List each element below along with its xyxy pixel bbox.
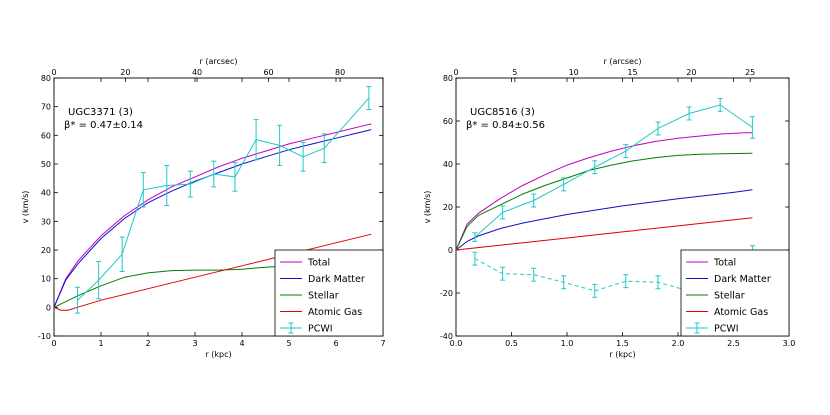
y-tick-label: 0 [448, 246, 453, 255]
y-tick-label: 50 [41, 160, 51, 169]
y-tick-label: 20 [443, 203, 453, 212]
top-tick-label: 60 [263, 68, 273, 77]
x-tick-label: 5 [286, 339, 291, 348]
legend-box [680, 249, 790, 337]
series-line-total [455, 132, 753, 251]
x-tick-label: 3 [192, 339, 197, 348]
x-tick-label: 1.5 [616, 339, 629, 348]
legend-label-pcwi: PCWI [308, 324, 333, 335]
legend-label-stellar: Stellar [308, 291, 339, 302]
legend: Total Dark Matter Stellar Atomic Gas PCWI [274, 249, 384, 337]
top-axis-label: r (arcsec) [200, 57, 238, 66]
y-tick-label: -20 [440, 289, 453, 298]
x-tick-label: 2.5 [727, 339, 740, 348]
x-tick-label: 0.0 [450, 339, 463, 348]
y-tick-label: 20 [41, 246, 51, 255]
x-tick-label: 0 [51, 339, 56, 348]
top-tick-label: 25 [745, 68, 755, 77]
legend-label-stellar: Stellar [714, 291, 745, 302]
x-tick-label: 0.5 [505, 339, 518, 348]
x-tick-label: 1 [98, 339, 103, 348]
legend: Total Dark Matter Stellar Atomic Gas PCWI [680, 249, 790, 337]
y-tick-label: 80 [443, 74, 453, 83]
legend-label-dark-matter: Dark Matter [714, 274, 771, 285]
x-tick-label: 2 [145, 339, 150, 348]
galaxy-label: UGC3371 (3) [68, 107, 133, 118]
y-tick-label: 30 [41, 217, 51, 226]
y-tick-label: 60 [443, 117, 453, 126]
y-tick-label: 40 [443, 160, 453, 169]
beta-label: β* = 0.84±0.56 [466, 120, 545, 131]
y-tick-label: -10 [38, 332, 51, 341]
x-tick-label: 7 [380, 339, 385, 348]
y-tick-label: 80 [41, 74, 51, 83]
top-tick-label: 20 [686, 68, 696, 77]
y-tick-label: 40 [41, 189, 51, 198]
legend-label-total: Total [307, 258, 330, 269]
series-line-atomic-gas [455, 217, 753, 251]
y-tick-label: 70 [41, 103, 51, 112]
top-tick-label: 40 [192, 68, 202, 77]
top-tick-label: 10 [569, 68, 579, 77]
y-tick-label: 60 [41, 131, 51, 140]
galaxy-label: UGC8516 (3) [470, 107, 535, 118]
pcwi-line [474, 104, 753, 238]
top-tick-label: 5 [512, 68, 517, 77]
top-axis-label: r (arcsec) [604, 57, 642, 66]
legend-label-total: Total [713, 258, 736, 269]
top-tick-label: 0 [453, 68, 458, 77]
y-axis-label: v (km/s) [21, 191, 30, 224]
y-axis-label: v (km/s) [423, 191, 432, 224]
chart-panel-ugc8516: 0.0 0.5 1.0 1.5 2.0 2.5 3.0 0 5 10 15 20 25 -40 -20 0 20… [423, 57, 795, 359]
x-tick-label: 6 [333, 339, 338, 348]
beta-label: β* = 0.47±0.14 [64, 120, 143, 131]
x-axis-label: r (kpc) [609, 350, 635, 359]
legend-label-atomic-gas: Atomic Gas [308, 307, 362, 318]
x-tick-label: 3.0 [783, 339, 796, 348]
x-tick-label: 2.0 [672, 339, 685, 348]
y-tick-label: 0 [46, 303, 51, 312]
x-tick-label: 4 [239, 339, 244, 348]
top-tick-label: 0 [51, 68, 56, 77]
y-tick-label: 10 [41, 275, 51, 284]
x-axis-label: r (kpc) [205, 350, 231, 359]
top-tick-label: 15 [627, 68, 637, 77]
top-tick-label: 80 [335, 68, 345, 77]
legend-box [274, 249, 384, 337]
top-tick-label: 20 [120, 68, 130, 77]
x-tick-label: 1.0 [561, 339, 574, 348]
legend-label-atomic-gas: Atomic Gas [714, 307, 768, 318]
legend-label-pcwi: PCWI [714, 324, 739, 335]
legend-label-dark-matter: Dark Matter [308, 274, 365, 285]
y-tick-label: -40 [440, 332, 453, 341]
